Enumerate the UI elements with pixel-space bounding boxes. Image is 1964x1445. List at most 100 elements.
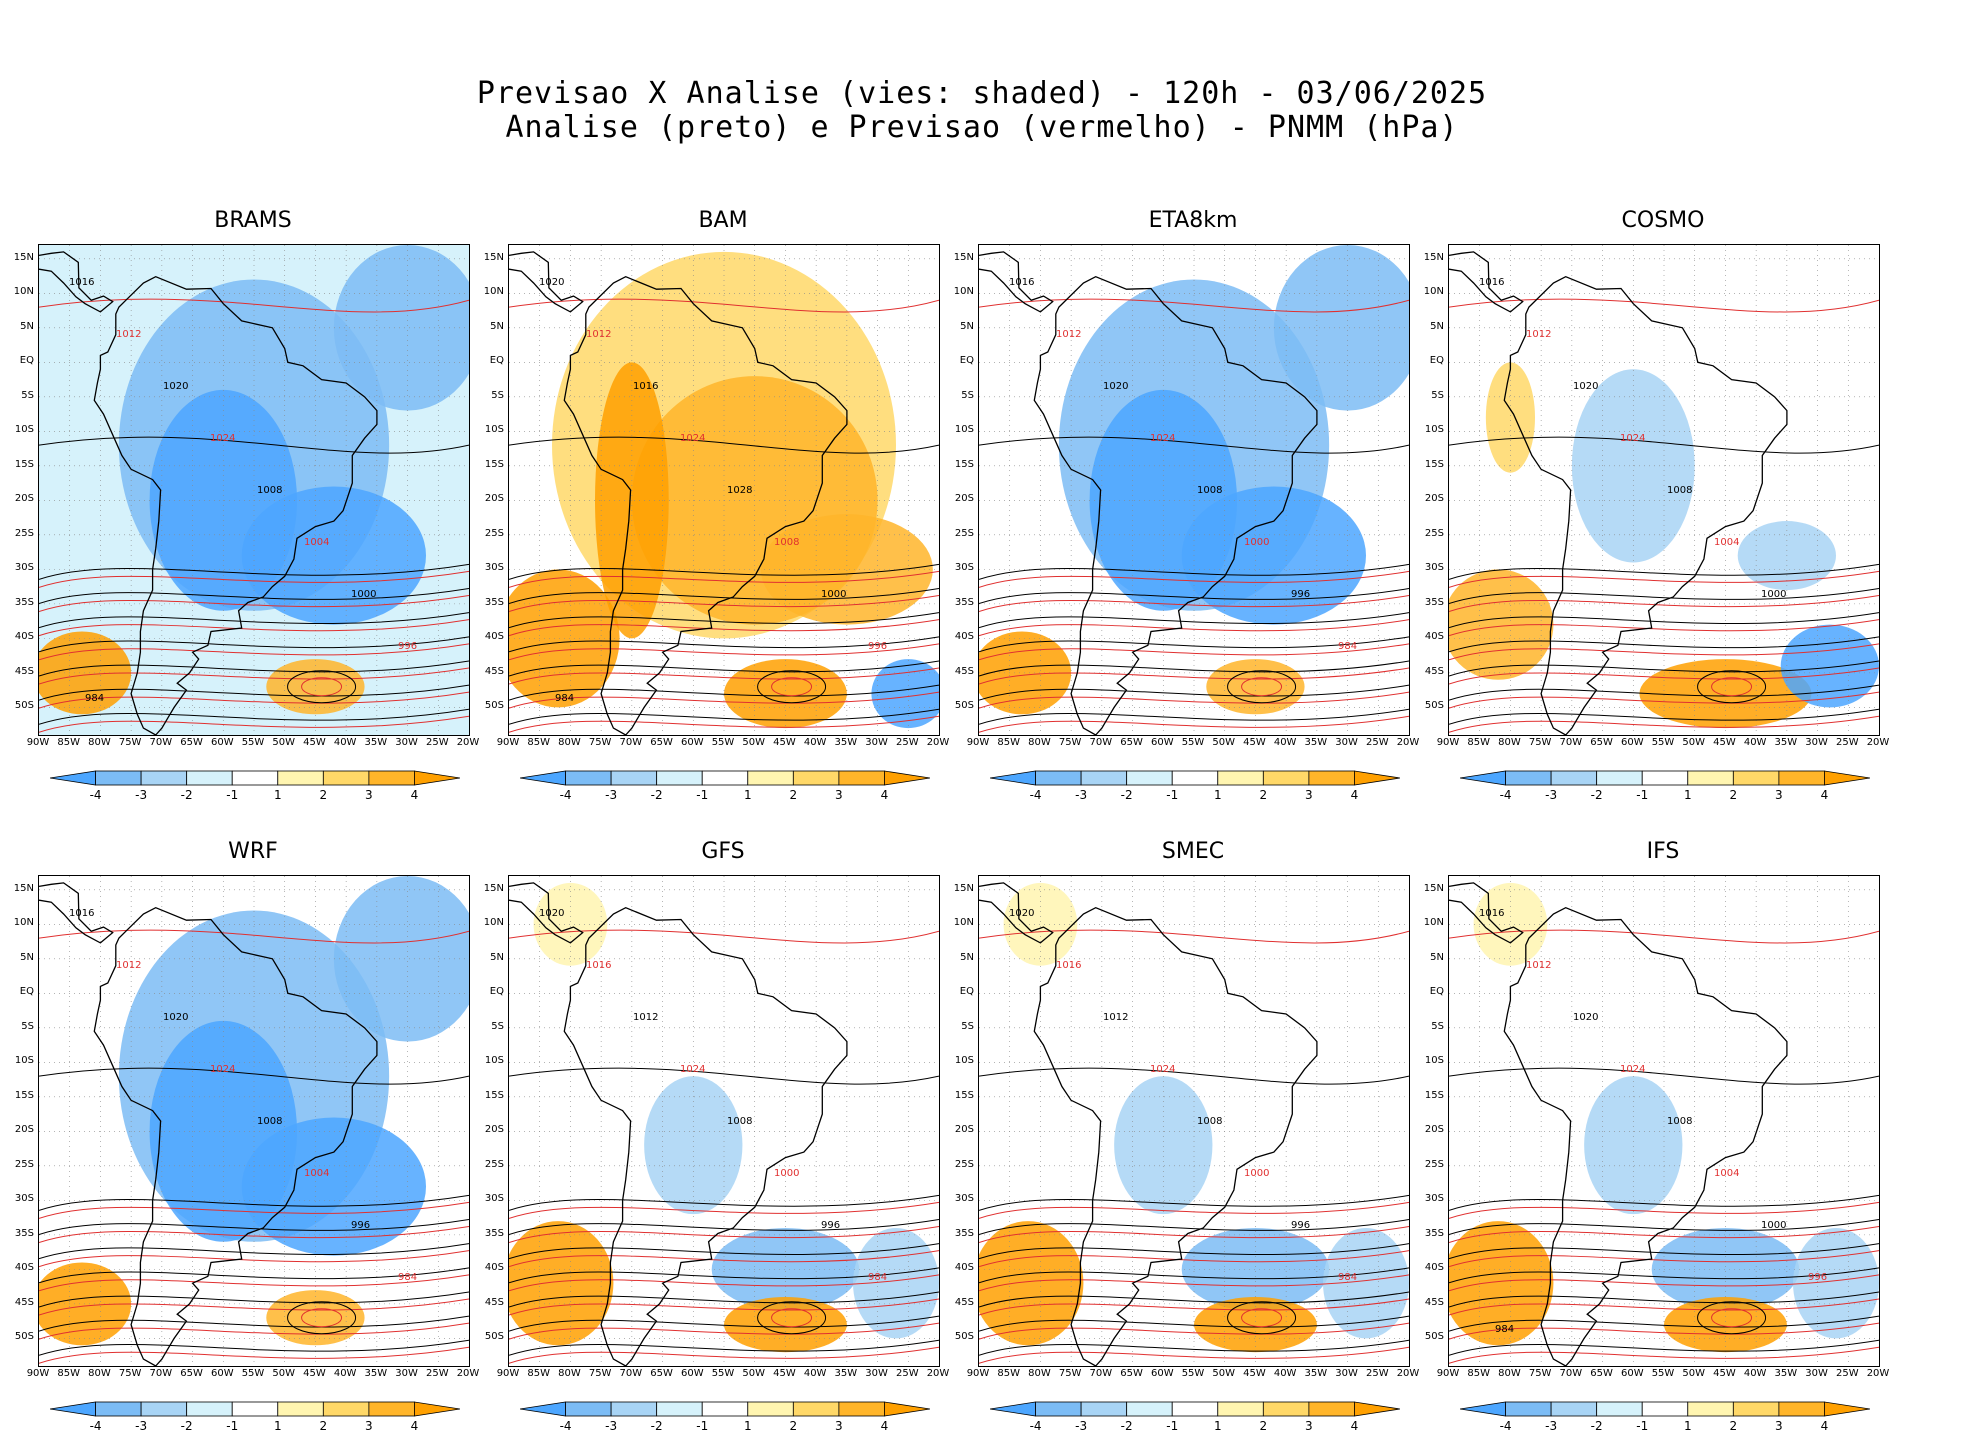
colorbar-arrow-high bbox=[1824, 770, 1871, 786]
analysis-isobar bbox=[39, 1194, 469, 1211]
forecast-isobar bbox=[509, 691, 939, 709]
colorbar-segment bbox=[140, 770, 188, 786]
colorbar-segment bbox=[1687, 770, 1734, 786]
contour-label: 1016 bbox=[1009, 277, 1034, 288]
contour-label: 1000 bbox=[774, 1168, 799, 1179]
longitude-label: 45W bbox=[1243, 737, 1266, 748]
contour-label: 996 bbox=[1291, 1220, 1310, 1231]
analysis-isobar bbox=[39, 1219, 469, 1235]
contour-label: 1024 bbox=[680, 433, 705, 444]
bias-shading bbox=[1651, 1227, 1800, 1311]
coastline-central-america bbox=[1449, 882, 1524, 944]
colorbar-segment bbox=[1550, 770, 1598, 786]
analysis-isobar bbox=[1449, 1067, 1879, 1085]
forecast-isobar bbox=[979, 1274, 1409, 1292]
map-canvas: 1016 1012 1020 1024 1008 1000 996 984 bbox=[979, 245, 1409, 735]
latitude-label: 10N bbox=[1423, 286, 1444, 298]
colorbar-label: -1 bbox=[1166, 1419, 1179, 1433]
longitude-label: 65W bbox=[180, 737, 203, 748]
longitude-label: 50W bbox=[1212, 1368, 1236, 1379]
contour-label: 984 bbox=[85, 693, 104, 704]
latitude-label: 5S bbox=[1431, 389, 1444, 401]
latitude-label: EQ bbox=[19, 355, 34, 367]
longitude-label: 90W bbox=[26, 737, 50, 748]
coastline-south-america bbox=[1033, 275, 1318, 735]
colorbar-label: -4 bbox=[1499, 1419, 1512, 1433]
bias-map: 1016 1012 1020 1024 1008 1004 1000 bbox=[1448, 244, 1880, 736]
colorbar-label: -4 bbox=[1029, 788, 1042, 802]
model-panel: WRF 1016 1012 1020 1024 1008 1004 996 984 15N 10N 5… bbox=[14, 825, 508, 1445]
analysis-isobar bbox=[979, 612, 1409, 629]
colorbar-scale bbox=[519, 770, 931, 786]
colorbar-label: -3 bbox=[605, 788, 618, 802]
longitude-label: 30W bbox=[865, 737, 888, 748]
forecast-isobar bbox=[979, 619, 1409, 637]
bias-shading bbox=[1206, 659, 1305, 715]
panel-title: ETA8km bbox=[1148, 208, 1238, 233]
forecast-isobar bbox=[1449, 1346, 1879, 1364]
colorbar-segment bbox=[838, 1401, 885, 1417]
latitude-label: 35S bbox=[954, 1227, 974, 1239]
latitude-label: EQ bbox=[959, 986, 974, 998]
forecast-isobar bbox=[39, 1226, 469, 1243]
colorbar-segment bbox=[1217, 1401, 1264, 1417]
panel-title: WRF bbox=[228, 839, 278, 864]
bias-shading bbox=[333, 876, 469, 1042]
latitude-label: 30S bbox=[954, 562, 974, 574]
low-pressure-isobar bbox=[287, 670, 357, 704]
latitude-label: 25S bbox=[484, 1158, 504, 1170]
colorbar-segment bbox=[1035, 770, 1082, 786]
contour-label: 1008 bbox=[1197, 485, 1222, 496]
coastline-central-america bbox=[509, 882, 584, 944]
analysis-isobar bbox=[1449, 660, 1879, 677]
colorbar-label: -3 bbox=[605, 1419, 618, 1433]
latitude-label: 15S bbox=[954, 1089, 974, 1101]
longitude-label: 25W bbox=[1365, 737, 1389, 748]
panel-title: BAM bbox=[698, 208, 748, 233]
latitude-label: 5S bbox=[21, 389, 34, 401]
forecast-isobar bbox=[979, 643, 1409, 661]
colorbar-segment bbox=[1217, 770, 1264, 786]
bias-shading bbox=[1181, 1227, 1330, 1311]
colorbar-label: 2 bbox=[319, 1419, 328, 1433]
longitude-label: 45W bbox=[773, 1368, 796, 1379]
bias-map: 1020 1016 1012 1024 1008 1000 996 984 bbox=[508, 875, 940, 1367]
colorbar-segment bbox=[792, 770, 840, 786]
colorbar-segment bbox=[368, 770, 415, 786]
longitude-label: 75W bbox=[1058, 737, 1082, 748]
low-pressure-isobar bbox=[1241, 1308, 1283, 1328]
longitude-label: 50W bbox=[1682, 1368, 1706, 1379]
longitude-label: 85W bbox=[527, 737, 551, 748]
coastline-central-america bbox=[979, 882, 1054, 944]
coastline-south-america bbox=[1503, 275, 1788, 735]
contour-label: 1024 bbox=[1150, 1064, 1175, 1075]
colorbar-segment bbox=[565, 1401, 612, 1417]
latitude-label: 20S bbox=[1424, 1124, 1444, 1136]
coastline-central-america bbox=[1449, 251, 1524, 313]
longitude-label: 85W bbox=[997, 737, 1021, 748]
contour-label: 984 bbox=[555, 693, 574, 704]
colorbar-arrow-high bbox=[884, 770, 931, 786]
latitude-label: 50S bbox=[484, 1331, 504, 1343]
contour-label: 1000 bbox=[1761, 589, 1786, 600]
analysis-isobar bbox=[509, 1315, 939, 1332]
longitude-label: 70W bbox=[149, 737, 173, 748]
colorbar-arrow-high bbox=[884, 1401, 931, 1417]
latitude-label: 40S bbox=[1424, 631, 1444, 643]
analysis-isobar bbox=[39, 612, 469, 629]
forecast-isobar bbox=[1449, 1274, 1879, 1292]
low-pressure-isobar bbox=[301, 677, 343, 697]
map-canvas: 1020 1012 1016 1024 1028 1008 1000 996 984 bbox=[509, 245, 939, 735]
contour-label: 1024 bbox=[680, 1064, 705, 1075]
low-pressure-isobar bbox=[1711, 677, 1753, 697]
colorbar-label: -1 bbox=[696, 1419, 709, 1433]
analysis-isobar bbox=[39, 1291, 469, 1308]
colorbar-segment bbox=[1126, 770, 1173, 786]
latitude-label: 30S bbox=[1424, 1193, 1444, 1205]
colorbar-label: 1 bbox=[1683, 788, 1692, 802]
contour-label: 1020 bbox=[1573, 1012, 1598, 1023]
colorbar-segment bbox=[1596, 770, 1643, 786]
longitude-label: 40W bbox=[803, 1368, 827, 1379]
longitude-label: 50W bbox=[272, 737, 296, 748]
analysis-isobar bbox=[509, 1067, 939, 1085]
